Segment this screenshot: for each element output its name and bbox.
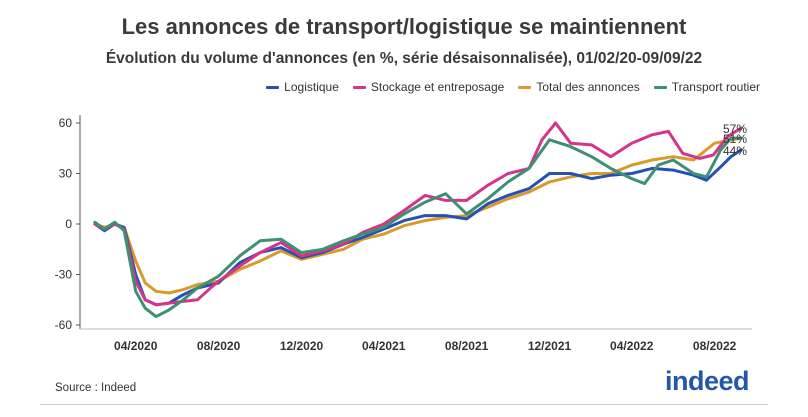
series-line-stockage xyxy=(93,121,743,307)
end-value-label: 57% xyxy=(723,122,747,136)
chart-legend: Logistique Stockage et entreposage Total… xyxy=(266,80,760,94)
x-tick-label: 08/2022 xyxy=(693,339,737,353)
legend-label-stockage: Stockage et entreposage xyxy=(370,80,505,94)
x-tick-label: 04/2022 xyxy=(610,339,654,353)
legend-item-logistique: Logistique xyxy=(266,80,339,94)
series-line-transport xyxy=(93,136,743,319)
footer-divider xyxy=(40,404,768,405)
y-tick-label: -30 xyxy=(55,268,73,282)
chart-title: Les annonces de transport/logistique se … xyxy=(121,14,687,39)
legend-item-stockage: Stockage et entreposage xyxy=(352,80,505,94)
legend-label-logistique: Logistique xyxy=(284,80,339,94)
legend-item-transport: Transport routier xyxy=(653,80,760,94)
indeed-logo: indeed xyxy=(665,366,750,396)
y-tick-label: -60 xyxy=(55,318,73,332)
x-tick-label: 04/2021 xyxy=(362,339,406,353)
chart-subtitle: Évolution du volume d'annonces (en %, sé… xyxy=(105,50,703,67)
legend-swatch-logistique xyxy=(266,85,280,89)
x-tick-label: 12/2021 xyxy=(528,339,572,353)
legend-swatch-stockage xyxy=(352,85,366,89)
x-tick-label: 08/2020 xyxy=(197,339,241,353)
y-tick-label: 0 xyxy=(65,217,72,231)
y-tick-label: 60 xyxy=(59,116,73,130)
series-line-total xyxy=(93,136,743,295)
legend-label-total: Total des annonces xyxy=(536,80,640,94)
x-tick-label: 08/2021 xyxy=(445,339,489,353)
x-tick-label: 12/2020 xyxy=(280,339,324,353)
legend-item-total: Total des annonces xyxy=(518,80,640,94)
source-note: Source : Indeed xyxy=(55,382,137,394)
x-tick-label: 04/2020 xyxy=(114,339,158,353)
end-value-label: 51% xyxy=(723,132,747,146)
end-value-label: 44% xyxy=(723,144,747,158)
series-line-logistique xyxy=(93,148,743,307)
legend-swatch-total xyxy=(518,85,532,89)
legend-swatch-transport xyxy=(653,85,667,89)
y-tick-label: 30 xyxy=(59,167,73,181)
legend-label-transport: Transport routier xyxy=(671,80,760,94)
